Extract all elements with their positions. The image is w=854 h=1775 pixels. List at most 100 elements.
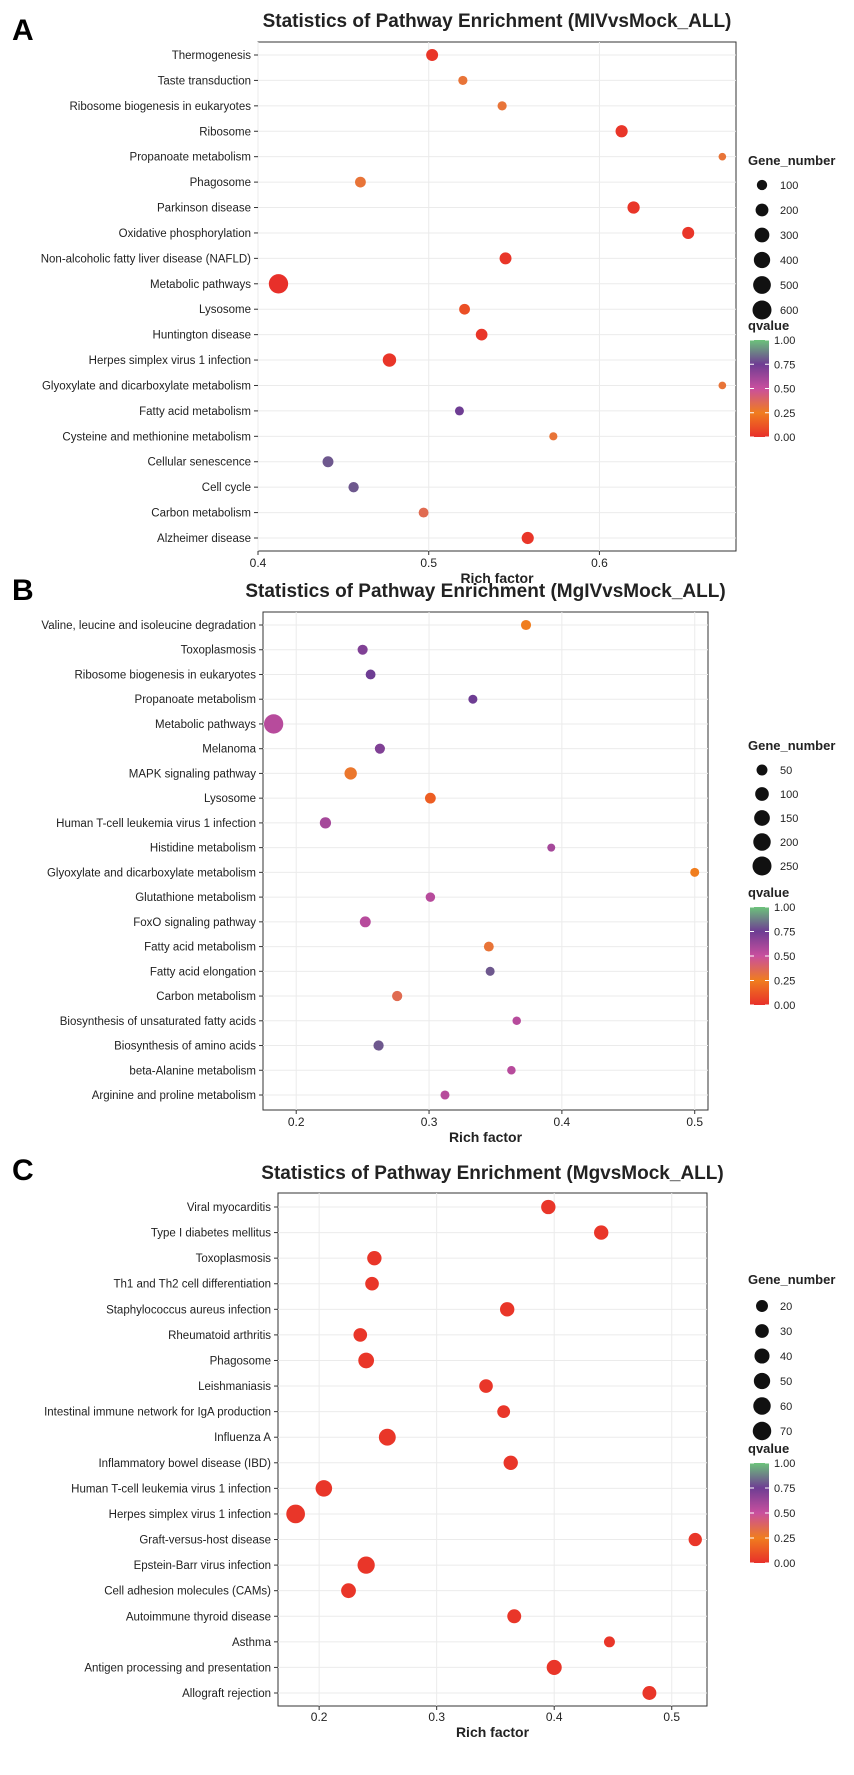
qvalue-legend-title: qvalue bbox=[748, 318, 789, 333]
panel-c: C Statistics of Pathway Enrichment (MgvsM… bbox=[12, 1154, 835, 1740]
data-point bbox=[425, 892, 436, 902]
colorbar-label: 0.25 bbox=[774, 976, 795, 988]
category-label: Human T-cell leukemia virus 1 infection bbox=[56, 818, 256, 830]
category-label: Histidine metabolism bbox=[150, 843, 256, 855]
data-point bbox=[319, 817, 332, 829]
size-legend: Gene_number 20 30 40 50 60 70 bbox=[748, 1272, 835, 1441]
category-label: Alzheimer disease bbox=[157, 533, 251, 545]
data-point bbox=[344, 767, 357, 780]
size-legend-label: 600 bbox=[780, 305, 798, 317]
data-point bbox=[353, 1328, 368, 1342]
size-legend-label: 500 bbox=[780, 280, 798, 292]
size-legend-dot bbox=[754, 810, 770, 826]
qvalue-legend: qvalue 1.00 0.75 0.50 0.25 0.00 bbox=[748, 1441, 795, 1570]
size-legend-label: 40 bbox=[780, 1351, 792, 1363]
size-legend-label: 300 bbox=[780, 230, 798, 242]
category-label: Lysosome bbox=[204, 793, 256, 805]
category-label: Glutathione metabolism bbox=[135, 892, 256, 904]
data-point bbox=[348, 481, 359, 493]
data-points bbox=[263, 619, 700, 1100]
x-tick-label: 0.5 bbox=[420, 556, 437, 570]
size-legend-label: 50 bbox=[780, 1376, 792, 1388]
colorbar-label: 1.00 bbox=[774, 335, 795, 347]
category-label: Ribosome biogenesis in eukaryotes bbox=[69, 101, 251, 113]
data-point bbox=[355, 176, 366, 188]
size-legend-dot bbox=[756, 179, 768, 191]
data-point bbox=[424, 792, 436, 804]
gridlines bbox=[278, 1193, 707, 1706]
category-label: Leishmaniasis bbox=[198, 1381, 271, 1393]
data-point bbox=[365, 669, 376, 680]
category-label: Non-alcoholic fatty liver disease (NAFLD… bbox=[41, 253, 251, 265]
size-legend-label: 60 bbox=[780, 1401, 792, 1413]
category-label: Melanoma bbox=[202, 744, 256, 756]
chart-title: Statistics of Pathway Enrichment (MIVvsM… bbox=[263, 11, 732, 32]
size-legend-dot bbox=[756, 764, 768, 776]
category-label: Ribosome biogenesis in eukaryotes bbox=[74, 669, 256, 681]
data-point bbox=[642, 1686, 657, 1700]
x-tick-label: 0.3 bbox=[421, 1115, 438, 1129]
category-label: Epstein-Barr virus infection bbox=[134, 1560, 271, 1572]
data-point bbox=[485, 966, 495, 976]
plot-area bbox=[262, 611, 709, 1111]
colorbar-label: 1.00 bbox=[774, 902, 795, 914]
data-point bbox=[718, 152, 727, 161]
data-point bbox=[500, 1302, 515, 1317]
category-label: Asthma bbox=[232, 1637, 272, 1649]
category-label: Graft-versus-host disease bbox=[139, 1535, 271, 1547]
data-point bbox=[483, 941, 494, 952]
data-point bbox=[418, 507, 429, 518]
data-point bbox=[594, 1225, 609, 1240]
category-label: Cell adhesion molecules (CAMs) bbox=[104, 1586, 271, 1598]
x-tick-label: 0.6 bbox=[591, 556, 608, 570]
colorbar-label: 0.75 bbox=[774, 1483, 795, 1495]
data-point bbox=[503, 1455, 518, 1470]
data-point bbox=[499, 252, 512, 265]
size-legend: Gene_number 50 100 150 200 250 bbox=[748, 738, 835, 876]
size-legend-dot bbox=[753, 276, 771, 294]
category-label: Cysteine and methionine metabolism bbox=[62, 431, 251, 443]
size-legend-dot bbox=[755, 787, 769, 801]
size-legend-title: Gene_number bbox=[748, 1272, 835, 1287]
size-legend: Gene_number 100 200 300 400 500 600 bbox=[748, 153, 835, 320]
colorbar-label: 0.00 bbox=[774, 1558, 795, 1570]
data-point bbox=[263, 714, 284, 734]
size-legend-dot bbox=[752, 300, 772, 320]
x-tick-label: 0.4 bbox=[546, 1710, 563, 1724]
data-point bbox=[627, 201, 640, 214]
colorbar-label: 0.50 bbox=[774, 951, 795, 963]
category-label: Parkinson disease bbox=[157, 203, 251, 215]
category-label: Huntington disease bbox=[153, 330, 251, 342]
colorbar-label: 0.75 bbox=[774, 927, 795, 939]
size-legend-label: 200 bbox=[780, 837, 798, 849]
data-point bbox=[373, 1040, 384, 1051]
data-point bbox=[459, 303, 470, 315]
category-label: Lysosome bbox=[199, 304, 251, 316]
data-point bbox=[378, 1428, 396, 1446]
qvalue-legend-title: qvalue bbox=[748, 1441, 789, 1456]
data-point bbox=[479, 1379, 493, 1393]
plot-area bbox=[257, 41, 737, 552]
x-tick-label: 0.5 bbox=[686, 1115, 703, 1129]
category-label: Glyoxylate and dicarboxylate metabolism bbox=[42, 380, 251, 392]
data-point bbox=[541, 1199, 556, 1215]
gridlines bbox=[257, 42, 736, 551]
colorbar-label: 1.00 bbox=[774, 1458, 795, 1470]
category-label: Toxoplasmosis bbox=[181, 645, 257, 657]
colorbar-label: 0.00 bbox=[774, 1000, 795, 1012]
data-point bbox=[458, 75, 468, 86]
colorbar-label: 0.50 bbox=[774, 384, 795, 396]
data-point bbox=[382, 353, 397, 367]
x-axis-label: Rich factor bbox=[449, 1129, 523, 1145]
category-label: Antigen processing and presentation bbox=[84, 1662, 271, 1674]
data-point bbox=[497, 1405, 511, 1419]
category-label: Herpes simplex virus 1 infection bbox=[109, 1509, 271, 1521]
size-legend-label: 200 bbox=[780, 205, 798, 217]
data-point bbox=[690, 867, 700, 877]
category-label: Metabolic pathways bbox=[155, 719, 256, 731]
size-legend-label: 150 bbox=[780, 813, 798, 825]
data-point bbox=[547, 843, 556, 852]
category-label: Phagosome bbox=[190, 177, 251, 189]
size-legend-label: 250 bbox=[780, 861, 798, 873]
data-point bbox=[315, 1480, 333, 1497]
